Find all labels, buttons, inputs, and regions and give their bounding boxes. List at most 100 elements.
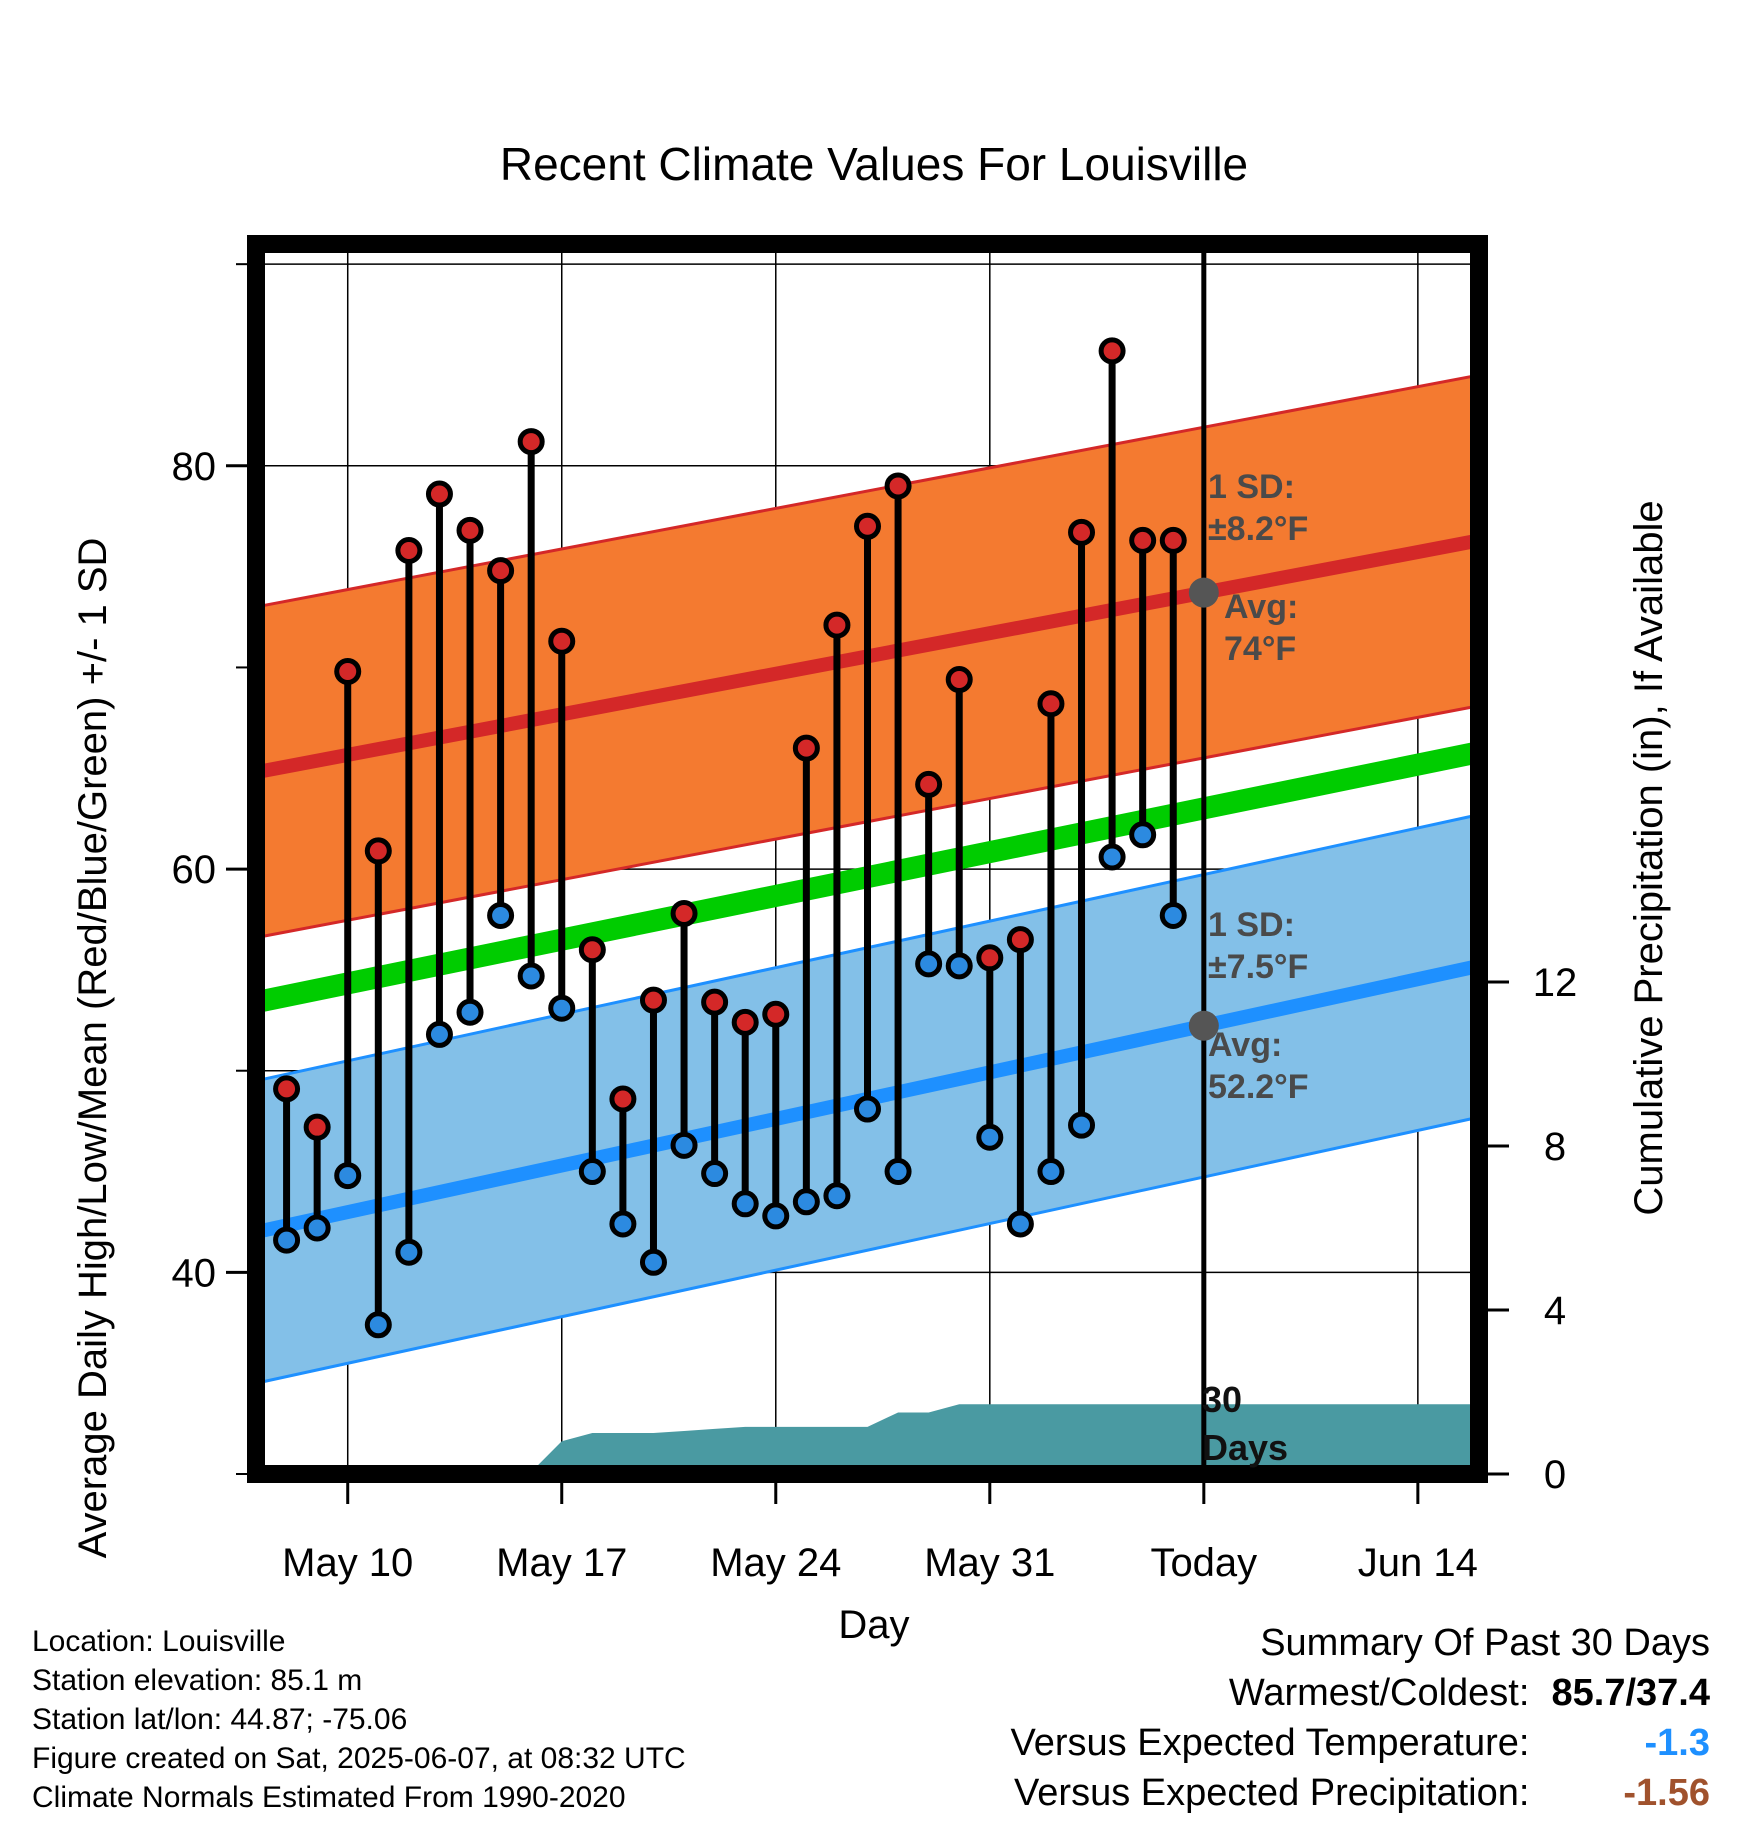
temp-label: Versus Expected Temperature: — [1010, 1722, 1530, 1764]
daily-high-marker — [456, 516, 484, 544]
y2-tick-label: 8 — [1544, 1125, 1566, 1169]
temp-value: -1.3 — [1644, 1722, 1710, 1764]
daily-high-marker — [884, 472, 912, 500]
high-avg-value: 74°F — [1224, 630, 1296, 668]
x-tick-label: May 17 — [496, 1541, 627, 1585]
daily-high-marker — [792, 734, 820, 762]
today-line — [1188, 244, 1219, 1474]
daily-high-marker — [1159, 526, 1187, 554]
daily-low-marker — [364, 1311, 392, 1339]
daily-high-marker — [1006, 926, 1034, 954]
normal-high-band-upper-edge — [255, 373, 1480, 609]
y2-tick-label: 12 — [1533, 961, 1578, 1005]
temp-row: Versus Expected Temperature: -1.3 — [1011, 1718, 1710, 1768]
station-info: Location: Louisville Station elevation: … — [32, 1622, 686, 1817]
latlon-text: Station lat/lon: 44.87; -75.06 — [32, 1703, 408, 1736]
high-avg-label: Avg: — [1224, 588, 1298, 626]
x-tick-label: May 31 — [924, 1541, 1055, 1585]
high-sd-value: ±8.2°F — [1208, 510, 1308, 548]
x-tick-label: May 24 — [710, 1541, 841, 1585]
daily-low-marker — [303, 1214, 331, 1242]
daily-high-marker — [945, 666, 973, 694]
daily-low-marker — [945, 952, 973, 980]
daily-low-marker — [1098, 843, 1126, 871]
daily-low-marker — [1129, 821, 1157, 849]
high-sd-label: 1 SD: — [1208, 468, 1295, 506]
daily-low-marker — [884, 1158, 912, 1186]
y-tick-label: 80 — [172, 445, 217, 489]
daily-high-marker — [609, 1085, 637, 1113]
daily-high-marker — [915, 770, 943, 798]
created-text: Figure created on Sat, 2025-06-07, at 08… — [32, 1742, 686, 1775]
daily-low-marker — [609, 1210, 637, 1238]
daily-high-marker — [701, 988, 729, 1016]
plot-border — [247, 235, 1488, 1483]
daily-high-marker — [731, 1008, 759, 1036]
daily-low-marker — [456, 998, 484, 1026]
daily-high-marker — [976, 944, 1004, 972]
low-avg-label: Avg: — [1208, 1026, 1282, 1064]
y2-tick-label: 4 — [1544, 1289, 1566, 1333]
daily-high-marker — [548, 627, 576, 655]
low-avg-value: 52.2°F — [1208, 1068, 1309, 1106]
x-tick-label: Today — [1150, 1541, 1257, 1585]
today-high-avg-marker — [1188, 577, 1219, 608]
x-tick-label: Jun 14 — [1358, 1541, 1478, 1585]
daily-low-marker — [487, 901, 515, 929]
daily-high-marker — [670, 899, 698, 927]
daily-low-marker — [854, 1095, 881, 1123]
daily-high-marker — [1037, 690, 1065, 718]
daily-high-marker — [1098, 337, 1126, 365]
precipitation-area — [256, 1404, 1479, 1474]
daily-high-marker — [1068, 518, 1096, 546]
daily-low-marker — [915, 950, 943, 978]
daily-high-marker — [578, 936, 606, 964]
y2-tick-label: 0 — [1544, 1453, 1566, 1497]
daily-high-marker — [364, 837, 392, 865]
daily-low-marker — [395, 1238, 423, 1266]
plot-frame — [247, 235, 1488, 1483]
daily-low-marker — [670, 1131, 698, 1159]
normals-text: Climate Normals Estimated From 1990-2020 — [32, 1781, 626, 1814]
daily-low-marker — [731, 1190, 759, 1218]
today-low-avg-marker — [1188, 1010, 1219, 1041]
warmest-value: 85.7/37.4 — [1551, 1672, 1710, 1714]
days-word-label: Days — [1202, 1427, 1288, 1468]
daily-high-marker — [762, 1000, 790, 1028]
x-axis-label: Day — [838, 1603, 909, 1647]
daily-low-marker — [425, 1020, 453, 1048]
elevation-text: Station elevation: 85.1 m — [32, 1664, 363, 1697]
daily-low-marker — [548, 994, 576, 1022]
daily-low-marker — [639, 1248, 667, 1276]
daily-high-marker — [854, 512, 881, 540]
summary-panel: Summary Of Past 30 Days Warmest/Coldest:… — [1011, 1618, 1710, 1818]
daily-high-marker — [823, 611, 851, 639]
daily-low-marker — [1068, 1111, 1096, 1139]
daily-low-marker — [1037, 1158, 1065, 1186]
daily-low-marker — [517, 962, 545, 990]
y-axis-label: Average Daily High/Low/Mean (Red/Blue/Gr… — [71, 538, 115, 1559]
daily-low-marker — [976, 1123, 1004, 1151]
daily-high-marker — [1129, 526, 1157, 554]
daily-high-marker — [517, 428, 545, 456]
daily-low-marker — [578, 1158, 606, 1186]
precip-value: -1.56 — [1623, 1772, 1710, 1814]
precip-area — [256, 1404, 1479, 1474]
precip-row: Versus Expected Precipitation: -1.56 — [1011, 1768, 1710, 1818]
chart-title: Recent Climate Values For Louisville — [500, 138, 1248, 190]
low-sd-label: 1 SD: — [1208, 906, 1295, 944]
daily-high-marker — [273, 1075, 301, 1103]
daily-low-marker — [792, 1188, 820, 1216]
normal-low-band-lower-edge — [255, 1115, 1480, 1385]
y-tick-label: 40 — [172, 1251, 217, 1295]
days-count-label: 30 — [1202, 1379, 1242, 1420]
daily-range-bars — [273, 337, 1187, 1339]
warmest-row: Warmest/Coldest: 85.7/37.4 — [1011, 1668, 1710, 1718]
daily-low-marker — [823, 1182, 851, 1210]
annotations: 1 SD: ±8.2°F Avg: 74°F 1 SD: ±7.5°F Avg:… — [1202, 468, 1309, 1468]
daily-low-marker — [273, 1226, 301, 1254]
low-sd-value: ±7.5°F — [1208, 948, 1308, 986]
x-tick-label: May 10 — [282, 1541, 413, 1585]
summary-title: Summary Of Past 30 Days — [1260, 1622, 1710, 1664]
daily-low-marker — [334, 1162, 362, 1190]
